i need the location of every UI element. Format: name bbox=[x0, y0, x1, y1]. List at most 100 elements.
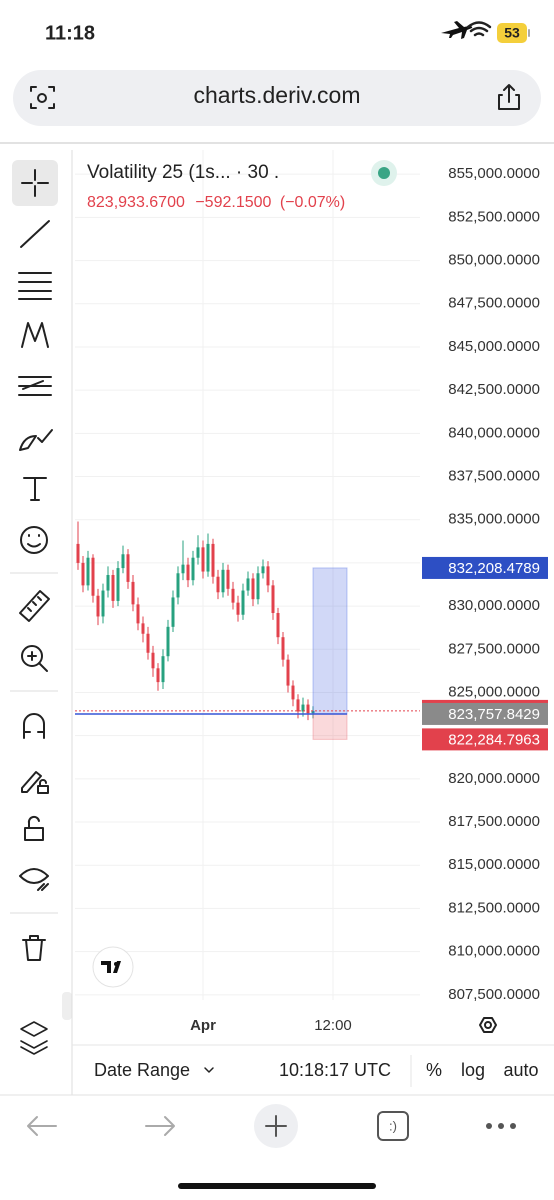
y-tick-label: 837,500.0000 bbox=[448, 467, 540, 484]
candle-body bbox=[261, 566, 265, 574]
candle-body bbox=[256, 573, 260, 600]
date-range[interactable]: Date Range bbox=[94, 1060, 190, 1080]
visibility-tool[interactable] bbox=[19, 868, 49, 891]
new-tab-icon[interactable] bbox=[265, 1115, 287, 1137]
quote-change: −592.1500 bbox=[195, 194, 271, 211]
y-tick-label: 810,000.0000 bbox=[448, 943, 540, 960]
scan-icon[interactable] bbox=[30, 86, 55, 109]
target-price-label: 832,208.4789 bbox=[448, 560, 540, 577]
y-tick-label: 835,000.0000 bbox=[448, 511, 540, 528]
wifi-icon bbox=[466, 21, 492, 37]
tabs-icon[interactable]: :) bbox=[389, 1118, 397, 1133]
delete-tool[interactable] bbox=[22, 935, 46, 961]
candle-body bbox=[161, 656, 165, 683]
brush-tool[interactable] bbox=[19, 429, 53, 451]
y-tick-label: 820,000.0000 bbox=[448, 770, 540, 787]
emoji-tool[interactable] bbox=[20, 526, 48, 554]
x-tick-label: 12:00 bbox=[314, 1017, 352, 1034]
url[interactable]: charts.deriv.com bbox=[193, 82, 360, 108]
percent-toggle[interactable]: % bbox=[426, 1060, 442, 1080]
candle-body bbox=[301, 704, 305, 712]
candle-body bbox=[311, 710, 315, 714]
y-tick-label: 817,500.0000 bbox=[448, 813, 540, 830]
measure-tool[interactable] bbox=[19, 590, 50, 622]
unlock-tool[interactable] bbox=[24, 815, 44, 841]
candle-body bbox=[196, 547, 200, 558]
more-button[interactable] bbox=[486, 1123, 516, 1129]
y-tick-label: 815,000.0000 bbox=[448, 856, 540, 873]
trendline-tool[interactable] bbox=[20, 220, 50, 248]
y-tick-label: 842,500.0000 bbox=[448, 381, 540, 398]
chart-title: Volatility 25 (1s... · 30 . bbox=[87, 162, 279, 183]
candle-body bbox=[101, 590, 105, 617]
candle-body bbox=[251, 578, 255, 600]
candle-body bbox=[306, 704, 310, 714]
y-tick-label: 855,000.0000 bbox=[448, 165, 540, 182]
tabs-button[interactable] bbox=[377, 1111, 409, 1141]
y-tick-label: 845,000.0000 bbox=[448, 338, 540, 355]
entry-price-label: 823,757.8429 bbox=[448, 706, 540, 723]
lock-drawings-tool[interactable] bbox=[21, 771, 49, 794]
candle-body bbox=[291, 685, 295, 700]
candle-body bbox=[201, 547, 205, 572]
share-icon[interactable] bbox=[498, 84, 520, 110]
fib-tool[interactable] bbox=[18, 272, 52, 300]
settings-icon[interactable] bbox=[479, 1017, 497, 1033]
y-tick-label: 827,500.0000 bbox=[448, 640, 540, 657]
candle-body bbox=[141, 623, 145, 634]
candle-body bbox=[176, 573, 180, 598]
y-tick-label: 852,500.0000 bbox=[448, 208, 540, 225]
candle-body bbox=[266, 566, 270, 586]
candle-body bbox=[166, 626, 170, 657]
forecast-tool[interactable] bbox=[18, 376, 52, 396]
collapse-handle[interactable] bbox=[62, 992, 72, 1020]
candle-body bbox=[211, 543, 215, 577]
pattern-tool[interactable] bbox=[21, 322, 49, 348]
magnet-tool[interactable] bbox=[23, 713, 45, 739]
candle-body bbox=[151, 652, 155, 669]
candle-body bbox=[111, 575, 115, 601]
back-button[interactable] bbox=[27, 1116, 57, 1136]
target-price-label-box bbox=[422, 556, 548, 579]
y-tick-label: 830,000.0000 bbox=[448, 597, 540, 614]
quote: 823,933.6700 −592.1500 (−0.07%) bbox=[87, 194, 345, 211]
layers-tool[interactable] bbox=[20, 1021, 48, 1055]
y-tick-label: 850,000.0000 bbox=[448, 252, 540, 269]
dropdown-chevron[interactable] bbox=[204, 1067, 214, 1073]
candle-body bbox=[156, 668, 160, 683]
candle-body bbox=[186, 564, 190, 581]
quote-change-pct: (−0.07%) bbox=[280, 194, 345, 211]
battery bbox=[497, 23, 527, 43]
auto-toggle[interactable]: auto bbox=[503, 1060, 538, 1080]
candle-body bbox=[216, 576, 220, 593]
candle-body bbox=[241, 590, 245, 615]
candle-body bbox=[276, 613, 280, 638]
crosshair-tool[interactable] bbox=[12, 160, 58, 206]
candle-body bbox=[231, 588, 235, 603]
candle-body bbox=[181, 564, 185, 574]
zoom-tool[interactable] bbox=[21, 645, 48, 672]
battery-level: 53 bbox=[504, 25, 520, 41]
candle-body bbox=[136, 604, 140, 624]
candle-body bbox=[191, 557, 195, 581]
forward-button[interactable] bbox=[145, 1116, 175, 1136]
y-tick-label: 825,000.0000 bbox=[448, 683, 540, 700]
entry-price-label-box bbox=[422, 702, 548, 725]
crosshair-icon[interactable] bbox=[21, 169, 49, 197]
y-tick-label: 812,500.0000 bbox=[448, 899, 540, 916]
url-bar[interactable] bbox=[13, 70, 541, 126]
log-toggle[interactable]: log bbox=[461, 1060, 485, 1080]
text-tool[interactable] bbox=[23, 477, 47, 501]
y-tick-label: 840,000.0000 bbox=[448, 424, 540, 441]
drawing-toolbar bbox=[10, 160, 72, 1055]
chart: 855,000.0000 852,500.0000 850,000.0000 847,… bbox=[75, 150, 548, 1034]
y-tick-label: 847,500.0000 bbox=[448, 295, 540, 312]
home-indicator bbox=[178, 1183, 376, 1189]
airplane-icon bbox=[441, 21, 473, 39]
candle-body bbox=[91, 557, 95, 596]
candle-body bbox=[121, 554, 125, 569]
quote-price: 823,933.6700 bbox=[87, 194, 185, 211]
candle-body bbox=[126, 554, 130, 582]
candle-body bbox=[236, 602, 240, 615]
